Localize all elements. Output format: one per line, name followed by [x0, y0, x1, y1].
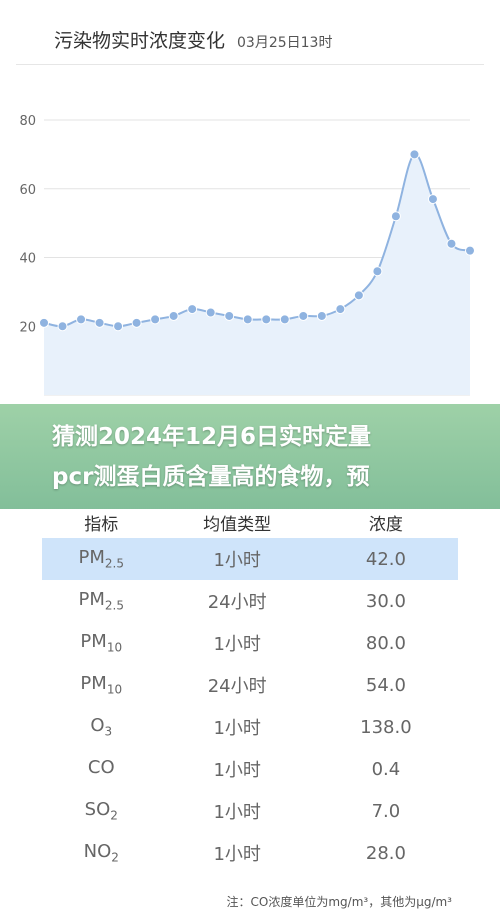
banner-line-2: pcr测蛋白质含量高的食物，预 — [52, 463, 370, 490]
table-row: O3 1小时 138.0 — [42, 706, 458, 748]
table-row: PM10 24小时 54.0 — [42, 664, 458, 706]
row-average-type: 24小时 — [207, 676, 267, 697]
row-average-type: 24小时 — [207, 592, 267, 613]
row-concentration: 7.0 — [371, 800, 401, 822]
row-indicator: SO2 — [84, 799, 118, 823]
chart-title: 污染物实时浓度变化 — [54, 30, 226, 52]
row-indicator: CO — [87, 757, 115, 779]
row-concentration: 28.0 — [365, 842, 406, 864]
data-point — [205, 307, 216, 318]
data-point — [187, 304, 198, 315]
series-area — [44, 154, 470, 395]
row-indicator: PM10 — [80, 673, 123, 697]
table-row: NO2 1小时 28.0 — [42, 832, 458, 874]
row-average-type: 1小时 — [213, 634, 261, 655]
row-average-type: 1小时 — [213, 802, 261, 823]
row-average-type: 1小时 — [160, 538, 314, 580]
header-average-type: 均值类型 — [203, 514, 272, 535]
pollutant-table: 指标 均值类型 浓度 PM2.5 1小时 42.0 PM2.5 24小时 30.… — [42, 506, 458, 874]
data-point — [298, 310, 309, 321]
data-point — [353, 290, 364, 301]
row-indicator: O3 — [90, 715, 113, 739]
data-point — [150, 314, 161, 325]
data-point — [335, 304, 346, 315]
header-concentration: 浓度 — [368, 514, 403, 535]
data-point — [94, 317, 105, 328]
y-tick-label: 20 — [19, 320, 36, 335]
row-concentration: 80.0 — [365, 632, 406, 654]
data-point — [261, 314, 272, 325]
unit-note: 注：CO浓度单位为mg/m³，其他为μg/m³ — [226, 895, 452, 909]
banner-line-1: 猜测2024年12月6日实时定量 — [52, 423, 372, 450]
y-tick-label: 80 — [19, 114, 36, 129]
data-point — [279, 314, 290, 325]
header-indicator: 指标 — [84, 514, 119, 535]
row-concentration: 138.0 — [360, 716, 412, 738]
row-indicator: PM2.5 — [78, 589, 124, 613]
data-point — [39, 317, 49, 328]
table-row: PM10 1小时 80.0 — [42, 622, 458, 664]
chart-header: 污染物实时浓度变化 03月25日13时 — [54, 26, 332, 53]
y-tick-label: 40 — [19, 252, 36, 267]
row-concentration: 30.0 — [365, 590, 406, 612]
row-concentration: 42.0 — [313, 538, 458, 580]
data-point — [372, 266, 383, 277]
data-point — [446, 238, 457, 249]
chart-timestamp: 03月25日13时 — [237, 35, 333, 51]
overlay-banner: 猜测2024年12月6日实时定量 pcr测蛋白质含量高的食物，预 — [0, 404, 500, 509]
row-concentration: 0.4 — [371, 758, 401, 780]
row-average-type: 1小时 — [213, 718, 261, 739]
table-header-row: 指标 均值类型 浓度 — [42, 506, 458, 538]
row-indicator: PM2.5 — [42, 538, 161, 580]
row-indicator: PM10 — [80, 631, 123, 655]
data-point — [131, 317, 142, 328]
row-average-type: 1小时 — [213, 760, 261, 781]
concentration-chart: 20 40 60 80 — [19, 114, 475, 396]
row-average-type: 1小时 — [213, 844, 261, 865]
data-point — [168, 310, 179, 321]
data-point — [427, 194, 438, 205]
data-point — [76, 314, 87, 325]
table-row: SO2 1小时 7.0 — [42, 790, 458, 832]
header-divider — [16, 64, 484, 65]
data-point — [57, 321, 68, 332]
data-point — [113, 321, 124, 332]
table-row: CO 1小时 0.4 — [42, 748, 458, 790]
data-point — [242, 314, 253, 325]
data-point — [316, 310, 327, 321]
data-point — [409, 149, 420, 160]
y-tick-label: 60 — [19, 183, 36, 198]
row-indicator: NO2 — [83, 841, 119, 865]
data-point — [224, 310, 235, 321]
table-row: PM2.5 24小时 30.0 — [42, 580, 458, 622]
data-point — [390, 211, 401, 222]
table-row: PM2.5 1小时 42.0 — [42, 538, 458, 580]
row-concentration: 54.0 — [365, 674, 406, 696]
data-point — [465, 245, 475, 256]
